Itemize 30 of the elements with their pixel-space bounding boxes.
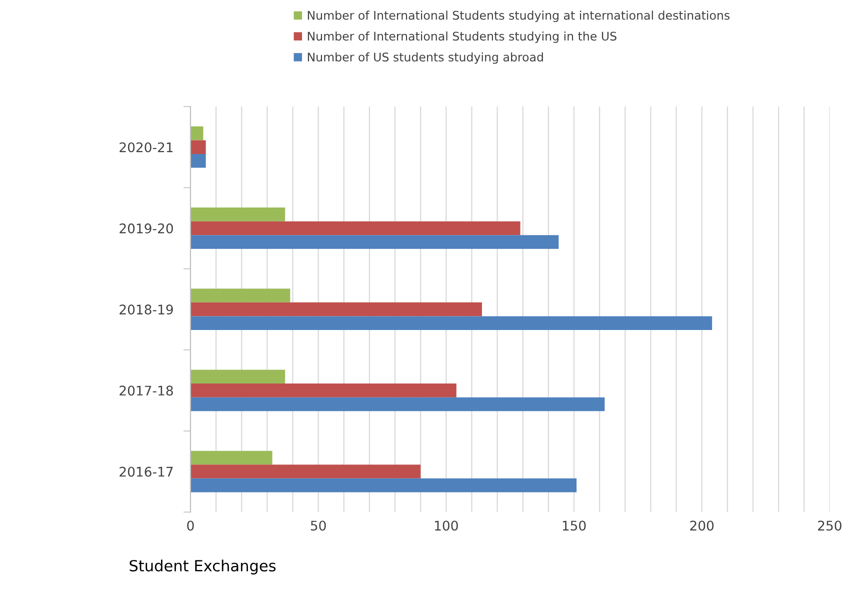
- x-tick-label: 0: [187, 520, 194, 531]
- bar: [190, 140, 206, 154]
- bar: [190, 450, 272, 465]
- x-tick-label: 200: [690, 520, 714, 531]
- y-tick-label: 2020-21: [120, 142, 173, 152]
- bar: [190, 235, 559, 249]
- bar: [190, 154, 206, 168]
- bar: [190, 370, 286, 384]
- text: Student Exchanges: [130, 560, 276, 574]
- bar: [190, 221, 520, 236]
- bar: [190, 288, 290, 302]
- bar: [190, 302, 482, 316]
- bar: [190, 316, 712, 330]
- legend-label: Number of International Students studying in the US: [308, 31, 616, 43]
- y-tick-label: 2017-18: [120, 386, 173, 396]
- bar: [190, 397, 605, 412]
- legend-label: Number of US students studying abroad: [308, 52, 543, 64]
- x-tick-label: 50: [310, 520, 326, 531]
- bar: [190, 478, 577, 492]
- x-tick-label: 150: [562, 520, 586, 531]
- bar: [190, 384, 456, 398]
- x-tick-label: 250: [818, 520, 842, 531]
- bar: [190, 208, 286, 222]
- y-tick-label: 2019-20: [120, 223, 173, 234]
- y-tick-label: 2016-17: [120, 466, 173, 477]
- bar: [190, 126, 204, 140]
- legend-label: Number of International Students studying at international destinations: [308, 10, 730, 22]
- bar: [190, 464, 421, 478]
- x-tick-label: 100: [435, 520, 458, 531]
- y-tick-label: 2018-19: [120, 304, 173, 315]
